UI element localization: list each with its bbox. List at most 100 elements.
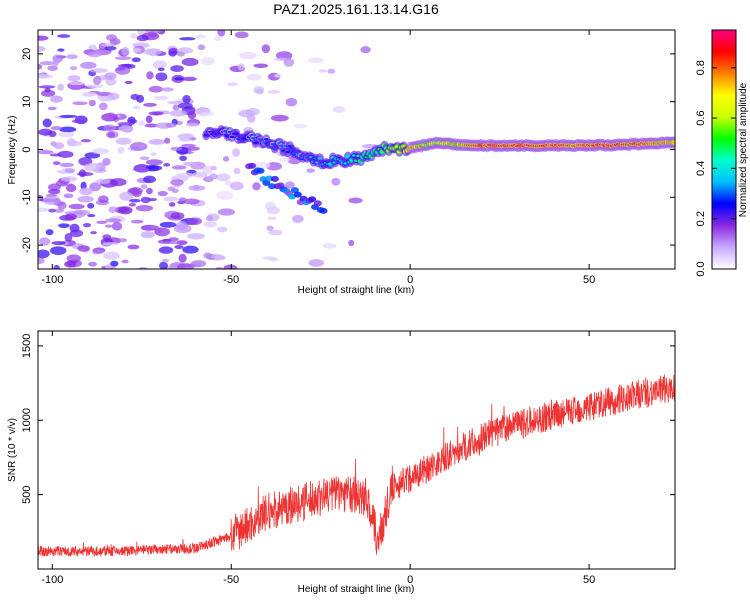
spectrogram-noise bbox=[50, 126, 63, 131]
spectrogram-noise bbox=[59, 162, 74, 168]
spectrogram-noise bbox=[119, 191, 134, 201]
spectrogram-noise bbox=[237, 63, 245, 71]
y-tick-label: 500 bbox=[21, 485, 33, 503]
spectrogram-noise bbox=[331, 177, 341, 186]
spectrogram-branch bbox=[313, 200, 322, 207]
spectrogram-noise bbox=[234, 31, 249, 39]
spectrogram-noise bbox=[68, 203, 85, 210]
spectrogram-noise bbox=[174, 245, 184, 250]
spectrogram-noise bbox=[38, 249, 50, 259]
spectrogram-cells bbox=[38, 30, 675, 269]
spectrogram-noise bbox=[182, 76, 197, 82]
spectrogram-noise bbox=[61, 176, 78, 182]
snr-x-label: Height of straight line (km) bbox=[298, 584, 415, 595]
spectrogram-noise bbox=[50, 95, 63, 103]
spectrogram-noise bbox=[103, 124, 116, 132]
spectrogram-noise bbox=[154, 227, 170, 237]
colorbar-ticks: 0.0 0.2 0.4 0.6 0.8 bbox=[695, 60, 736, 277]
snr-y-label: SNR (10 * v/v) bbox=[7, 418, 18, 482]
spectrogram-noise bbox=[58, 131, 75, 138]
spectrogram-noise bbox=[177, 133, 195, 140]
spectrogram-noise bbox=[177, 102, 193, 109]
spectrogram-noise bbox=[148, 111, 164, 116]
spectrogram-noise bbox=[170, 212, 185, 220]
spectrogram-noise bbox=[133, 48, 142, 53]
snr-ticks: -100 -50 0 50 500 1000 1500 bbox=[21, 331, 675, 586]
spectrogram-noise bbox=[267, 89, 281, 94]
snr-series-line bbox=[38, 374, 675, 557]
spectrogram-noise bbox=[194, 107, 212, 117]
spectrogram-noise bbox=[246, 73, 262, 81]
spectrogram-noise bbox=[59, 126, 77, 133]
spectrogram-noise bbox=[148, 139, 166, 145]
spectrogram-noise bbox=[222, 156, 230, 162]
spectrogram-noise bbox=[38, 150, 54, 155]
spectrogram-noise bbox=[322, 243, 337, 249]
spectrogram-noise bbox=[278, 157, 291, 162]
spectrogram-noise bbox=[266, 162, 282, 171]
spectrogram-noise bbox=[103, 251, 120, 260]
spectrogram-noise bbox=[40, 89, 56, 97]
spectrogram-noise bbox=[139, 156, 150, 161]
spectrogram-noise bbox=[57, 201, 67, 210]
spectrogram-noise bbox=[253, 63, 269, 68]
x-tick-label: 0 bbox=[407, 274, 413, 286]
x-tick-label: -100 bbox=[41, 274, 63, 286]
spectrogram-noise bbox=[179, 37, 196, 41]
spectrogram-noise bbox=[92, 148, 110, 155]
spectrogram-noise bbox=[131, 57, 141, 63]
spectrogram-noise bbox=[167, 101, 184, 105]
spectrogram-noise bbox=[158, 261, 169, 269]
spectrogram-noise bbox=[58, 223, 70, 229]
spectrogram-noise bbox=[192, 171, 208, 178]
spectrogram-noise bbox=[275, 51, 293, 61]
spectrogram-noise bbox=[183, 198, 200, 205]
spectrogram-noise bbox=[153, 95, 169, 101]
spectrogram-noise bbox=[96, 220, 108, 224]
spectrogram-noise bbox=[227, 82, 239, 86]
spectrogram-noise bbox=[157, 67, 165, 72]
spectrogram-noise bbox=[216, 190, 234, 200]
x-tick-label: -50 bbox=[223, 574, 239, 586]
spectrogram-noise bbox=[88, 261, 98, 267]
spectrogram-noise bbox=[181, 143, 196, 147]
spectrogram-noise bbox=[145, 159, 163, 166]
spectrogram-noise bbox=[229, 181, 244, 191]
spectrogram-noise bbox=[57, 48, 65, 52]
spectrogram-noise bbox=[168, 237, 179, 242]
spectrogram-noise bbox=[84, 163, 102, 172]
spectrogram-noise bbox=[66, 254, 82, 263]
spectrogram-noise bbox=[48, 208, 56, 213]
spectrogram-branch bbox=[290, 187, 299, 194]
spectrogram-noise bbox=[174, 77, 184, 81]
spectrogram-y-label: Frequency (Hz) bbox=[7, 116, 18, 185]
x-tick-label: 50 bbox=[583, 274, 595, 286]
spectrogram-noise bbox=[224, 180, 232, 186]
spectrogram-noise bbox=[267, 216, 277, 221]
spectrogram-noise bbox=[306, 168, 316, 173]
spectrogram-noise bbox=[80, 139, 92, 143]
spectrogram-noise bbox=[145, 30, 162, 33]
spectrogram-noise bbox=[178, 197, 187, 203]
spectrogram-noise bbox=[233, 167, 241, 175]
spectrogram-noise bbox=[146, 71, 154, 80]
spectrogram-noise bbox=[149, 225, 160, 229]
spectrogram-noise bbox=[203, 221, 218, 228]
colorbar-tick-label: 0.2 bbox=[695, 211, 707, 226]
spectrogram-noise bbox=[161, 87, 174, 92]
spectrogram-noise bbox=[57, 150, 74, 158]
spectrogram-noise bbox=[143, 48, 162, 56]
spectrogram-noise bbox=[67, 75, 81, 82]
spectrogram-noise bbox=[140, 231, 155, 239]
spectrogram-noise bbox=[171, 165, 187, 170]
spectrogram-noise bbox=[44, 87, 51, 93]
spectrogram-noise bbox=[308, 259, 325, 267]
spectrogram-noise bbox=[38, 45, 46, 53]
spectrogram-noise bbox=[143, 175, 156, 184]
spectrogram-noise bbox=[48, 188, 61, 195]
spectrogram-branch bbox=[293, 191, 302, 198]
spectrogram-noise bbox=[182, 95, 191, 104]
spectrogram-noise bbox=[161, 241, 179, 245]
spectrogram-noise bbox=[293, 124, 308, 129]
